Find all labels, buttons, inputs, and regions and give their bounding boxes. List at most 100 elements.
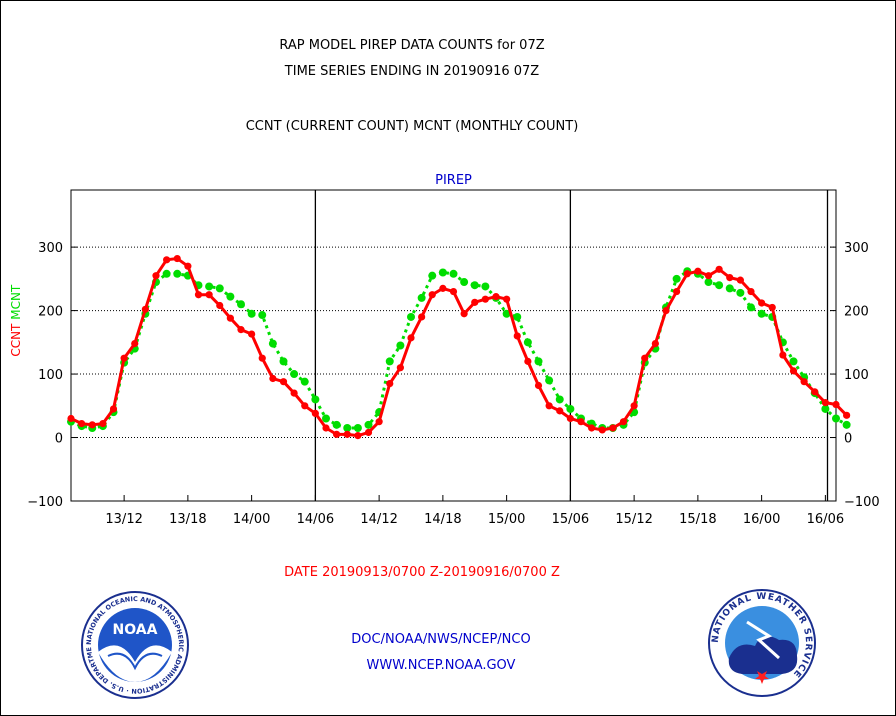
- data-point-mcnt: [672, 274, 681, 283]
- ytick-label-right: 0: [844, 432, 852, 447]
- data-point-ccnt: [205, 291, 213, 299]
- data-point-ccnt: [779, 351, 787, 359]
- footer-org: DOC/NOAA/NWS/NCEP/NCO: [351, 632, 531, 647]
- data-point-mcnt: [428, 271, 437, 280]
- data-point-mcnt: [704, 278, 713, 287]
- xtick-label: 15/00: [488, 512, 525, 527]
- data-point-ccnt: [67, 414, 75, 423]
- data-point-ccnt: [226, 314, 234, 322]
- data-point-ccnt: [832, 400, 840, 409]
- xtick-label: 13/12: [105, 512, 142, 527]
- data-point-ccnt: [768, 303, 776, 312]
- noaa-logo-text: NOAA: [113, 622, 158, 638]
- y-axis-label: CCNT MCNT: [9, 284, 23, 357]
- ytick-label-right: 200: [844, 305, 869, 320]
- data-point-mcnt: [449, 269, 458, 278]
- data-point-mcnt: [842, 420, 851, 429]
- chart-panel: PIREP −100 −100 0 0 100 100 200 200 300 300 13/12 13…: [9, 173, 880, 527]
- data-point-ccnt: [258, 354, 266, 362]
- data-point-ccnt: [237, 326, 245, 334]
- plot-frame: [70, 189, 837, 502]
- data-point-ccnt: [673, 287, 681, 296]
- noaa-logo: NATIONAL OCEANIC AND ATMOSPHERIC ADMINIS…: [80, 590, 189, 699]
- nws-logo: NATIONAL WEATHER SERVICE: [708, 589, 816, 697]
- ytick-label-left: 100: [38, 368, 63, 383]
- data-point-ccnt: [726, 273, 734, 282]
- data-point-mcnt: [523, 338, 532, 347]
- data-point-ccnt: [152, 272, 160, 280]
- data-point-mcnt: [417, 293, 426, 302]
- data-point-mcnt: [290, 370, 299, 379]
- data-point-ccnt: [322, 424, 330, 432]
- data-point-ccnt: [811, 388, 819, 396]
- data-point-ccnt: [99, 419, 107, 428]
- data-point-mcnt: [385, 357, 394, 366]
- data-point-mcnt: [311, 395, 320, 404]
- data-point-ccnt: [418, 313, 426, 321]
- data-point-mcnt: [258, 311, 267, 320]
- data-point-mcnt: [407, 312, 415, 321]
- data-point-mcnt: [460, 278, 469, 287]
- data-point-ccnt: [375, 418, 383, 426]
- data-point-ccnt: [428, 291, 436, 299]
- data-point-mcnt: [173, 269, 182, 278]
- data-point-ccnt: [449, 287, 458, 296]
- data-point-mcnt: [757, 309, 766, 318]
- data-point-ccnt: [163, 256, 171, 264]
- data-point-ccnt: [216, 301, 224, 310]
- xtick-label: 14/06: [297, 512, 334, 527]
- data-point-ccnt: [704, 272, 713, 280]
- xtick-label: 15/06: [552, 512, 589, 527]
- data-point-ccnt: [481, 295, 489, 303]
- data-point-mcnt: [736, 288, 745, 297]
- data-point-mcnt: [215, 284, 224, 293]
- data-point-ccnt: [651, 339, 659, 348]
- data-point-ccnt: [354, 432, 362, 440]
- data-point-ccnt: [694, 267, 702, 275]
- data-point-ccnt: [131, 339, 139, 348]
- data-point-mcnt: [322, 414, 330, 423]
- data-point-ccnt: [407, 334, 415, 342]
- data-point-ccnt: [789, 367, 798, 375]
- xtick-label: 13/18: [169, 512, 206, 527]
- data-point-ccnt: [715, 265, 723, 273]
- data-point-ccnt: [513, 332, 521, 340]
- data-point-ccnt: [301, 402, 309, 410]
- data-point-mcnt: [566, 404, 575, 413]
- data-point-ccnt: [396, 364, 404, 372]
- data-point-ccnt: [109, 405, 118, 413]
- data-point-mcnt: [470, 281, 479, 290]
- xtick-label: 14/18: [424, 512, 461, 527]
- data-point-ccnt: [800, 378, 808, 386]
- ytick-label-left: 0: [55, 432, 63, 447]
- xtick-label: 15/12: [615, 512, 652, 527]
- data-point-ccnt: [758, 299, 766, 307]
- data-point-ccnt: [141, 305, 149, 313]
- chart-title-line-1: RAP MODEL PIREP DATA COUNTS for 07Z: [279, 38, 545, 53]
- data-point-ccnt: [747, 287, 755, 296]
- data-point-ccnt: [471, 298, 479, 306]
- xtick-label: 15/18: [679, 512, 716, 527]
- data-point-ccnt: [88, 421, 96, 429]
- xtick-label: 14/12: [360, 512, 397, 527]
- data-point-ccnt: [120, 354, 128, 362]
- data-point-ccnt: [524, 357, 532, 365]
- data-point-mcnt: [502, 309, 511, 318]
- panel-title: PIREP: [435, 173, 472, 188]
- footer-url[interactable]: WWW.NCEP.NOAA.GOV: [366, 658, 516, 673]
- data-point-mcnt: [832, 414, 840, 423]
- data-point-ccnt: [333, 430, 341, 438]
- data-point-ccnt: [545, 402, 553, 410]
- xtick-label: 16/00: [743, 512, 780, 527]
- data-point-mcnt: [205, 282, 214, 291]
- data-point-ccnt: [641, 354, 649, 362]
- data-point-ccnt: [534, 381, 543, 390]
- data-point-ccnt: [248, 330, 256, 338]
- data-point-ccnt: [343, 430, 351, 438]
- data-point-ccnt: [503, 295, 511, 303]
- data-point-mcnt: [725, 284, 734, 293]
- data-point-mcnt: [226, 292, 235, 301]
- data-point-ccnt: [556, 407, 564, 415]
- data-point-mcnt: [300, 377, 309, 386]
- data-point-mcnt: [545, 376, 554, 385]
